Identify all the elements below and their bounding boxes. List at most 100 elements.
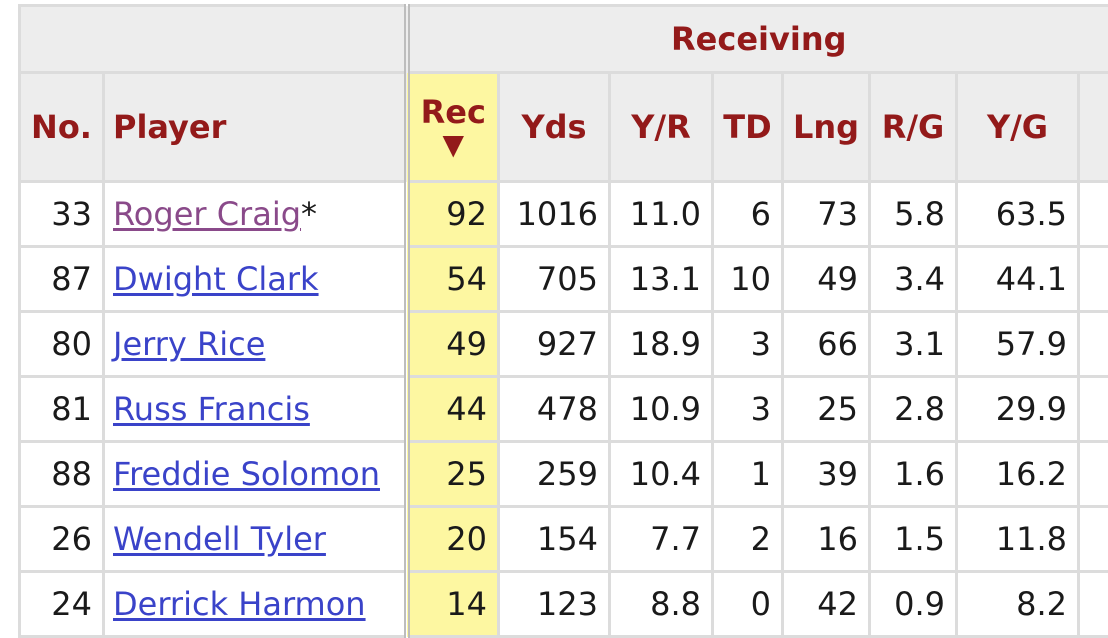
group-header-receiving: Receiving xyxy=(407,6,1108,73)
cell-yds: 154 xyxy=(499,507,610,572)
cell-no: 33 xyxy=(20,182,104,247)
cell-player: Derrick Harmon xyxy=(104,572,407,637)
receiving-stats-table: Receiving No. Player Rec ▼ Yds Y/R TD Ln… xyxy=(18,4,1108,638)
cell-lng: 49 xyxy=(783,247,870,312)
cell-player: Russ Francis xyxy=(104,377,407,442)
player-link[interactable]: Russ Francis xyxy=(113,390,310,428)
cell-lng: 39 xyxy=(783,442,870,507)
cell-rec: 92 xyxy=(407,182,499,247)
col-header-rec[interactable]: Rec ▼ xyxy=(407,73,499,182)
cell-td: 10 xyxy=(713,247,783,312)
cell-yr: 7.7 xyxy=(610,507,713,572)
col-header-player[interactable]: Player xyxy=(104,73,407,182)
cell-yg: 16.2 xyxy=(957,442,1079,507)
cell-overflow xyxy=(1079,572,1108,637)
cell-yr: 13.1 xyxy=(610,247,713,312)
cell-player: Freddie Solomon xyxy=(104,442,407,507)
col-header-lng[interactable]: Lng xyxy=(783,73,870,182)
cell-td: 3 xyxy=(713,377,783,442)
cell-rec: 44 xyxy=(407,377,499,442)
cell-rec: 25 xyxy=(407,442,499,507)
cell-td: 0 xyxy=(713,572,783,637)
cell-rg: 2.8 xyxy=(870,377,957,442)
player-link[interactable]: Roger Craig xyxy=(113,195,301,233)
cell-overflow xyxy=(1079,507,1108,572)
cell-rec: 54 xyxy=(407,247,499,312)
cell-no: 24 xyxy=(20,572,104,637)
cell-yr: 18.9 xyxy=(610,312,713,377)
cell-no: 80 xyxy=(20,312,104,377)
cell-no: 88 xyxy=(20,442,104,507)
cell-td: 2 xyxy=(713,507,783,572)
player-link[interactable]: Jerry Rice xyxy=(113,325,265,363)
cell-yr: 11.0 xyxy=(610,182,713,247)
cell-yds: 1016 xyxy=(499,182,610,247)
cell-no: 87 xyxy=(20,247,104,312)
col-header-td[interactable]: TD xyxy=(713,73,783,182)
over-header-blank xyxy=(20,6,407,73)
col-header-yg[interactable]: Y/G xyxy=(957,73,1079,182)
cell-overflow xyxy=(1079,377,1108,442)
cell-yr: 10.4 xyxy=(610,442,713,507)
cell-lng: 73 xyxy=(783,182,870,247)
cell-yr: 8.8 xyxy=(610,572,713,637)
cell-overflow xyxy=(1079,182,1108,247)
cell-rg: 1.6 xyxy=(870,442,957,507)
cell-td: 6 xyxy=(713,182,783,247)
cell-lng: 42 xyxy=(783,572,870,637)
cell-yds: 259 xyxy=(499,442,610,507)
cell-yg: 63.5 xyxy=(957,182,1079,247)
cell-no: 26 xyxy=(20,507,104,572)
col-header-yds[interactable]: Yds xyxy=(499,73,610,182)
cell-rec: 20 xyxy=(407,507,499,572)
player-suffix: * xyxy=(301,195,317,233)
cell-lng: 16 xyxy=(783,507,870,572)
cell-yds: 478 xyxy=(499,377,610,442)
player-link[interactable]: Derrick Harmon xyxy=(113,585,366,623)
cell-yr: 10.9 xyxy=(610,377,713,442)
cell-rg: 0.9 xyxy=(870,572,957,637)
col-header-no[interactable]: No. xyxy=(20,73,104,182)
cell-player: Dwight Clark xyxy=(104,247,407,312)
cell-yds: 123 xyxy=(499,572,610,637)
sort-descending-icon: ▼ xyxy=(410,130,498,160)
player-link[interactable]: Wendell Tyler xyxy=(113,520,326,558)
cell-rg: 1.5 xyxy=(870,507,957,572)
cell-rec: 14 xyxy=(407,572,499,637)
cell-td: 1 xyxy=(713,442,783,507)
cell-rg: 3.4 xyxy=(870,247,957,312)
cell-overflow xyxy=(1079,442,1108,507)
cell-player: Roger Craig* xyxy=(104,182,407,247)
cell-yg: 57.9 xyxy=(957,312,1079,377)
col-header-rg[interactable]: R/G xyxy=(870,73,957,182)
cell-overflow xyxy=(1079,247,1108,312)
col-header-yr[interactable]: Y/R xyxy=(610,73,713,182)
cell-td: 3 xyxy=(713,312,783,377)
cell-rg: 3.1 xyxy=(870,312,957,377)
over-header-row: Receiving xyxy=(20,6,1108,73)
col-header-overflow xyxy=(1079,73,1108,182)
cell-yg: 8.2 xyxy=(957,572,1079,637)
cell-yg: 29.9 xyxy=(957,377,1079,442)
cell-player: Jerry Rice xyxy=(104,312,407,377)
player-link[interactable]: Freddie Solomon xyxy=(113,455,380,493)
player-link[interactable]: Dwight Clark xyxy=(113,260,319,298)
cell-lng: 66 xyxy=(783,312,870,377)
cell-rg: 5.8 xyxy=(870,182,957,247)
cell-yds: 705 xyxy=(499,247,610,312)
col-header-rec-label: Rec xyxy=(421,93,486,131)
cell-no: 81 xyxy=(20,377,104,442)
cell-lng: 25 xyxy=(783,377,870,442)
cell-player: Wendell Tyler xyxy=(104,507,407,572)
cell-yds: 927 xyxy=(499,312,610,377)
cell-overflow xyxy=(1079,312,1108,377)
cell-yg: 11.8 xyxy=(957,507,1079,572)
cell-yg: 44.1 xyxy=(957,247,1079,312)
